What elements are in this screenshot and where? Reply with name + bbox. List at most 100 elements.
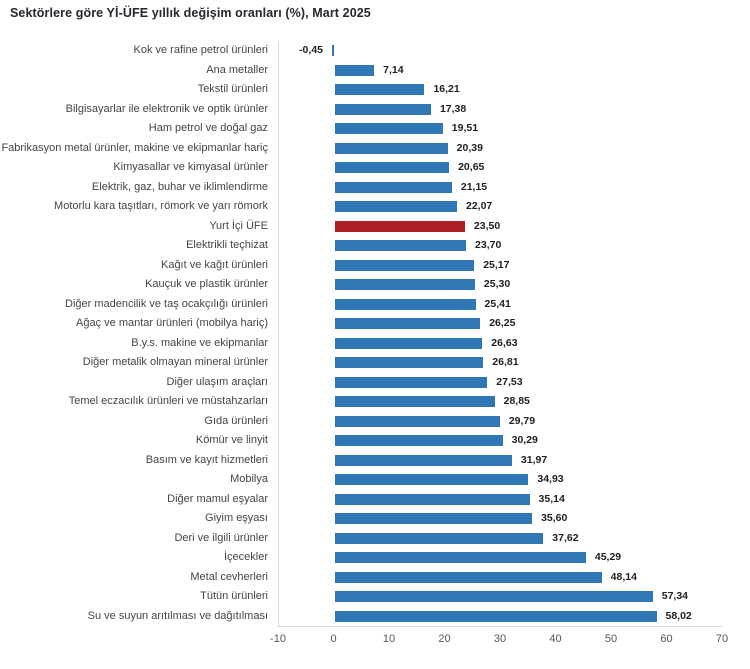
bar (334, 571, 602, 583)
bar (334, 454, 512, 466)
category-label: Motorlu kara taşıtları, römork ve yarı r… (54, 200, 268, 212)
value-label: 19,51 (451, 122, 479, 134)
x-tick-label: 60 (660, 633, 673, 645)
category-label: Kimyasallar ve kimyasal ürünler (113, 161, 268, 173)
value-label: 20,65 (458, 161, 485, 173)
x-tick-label: 20 (438, 633, 451, 645)
category-label: Tütün ürünleri (200, 590, 268, 602)
bar (334, 103, 431, 115)
category-label: Basım ve kayıt hizmetleri (145, 453, 268, 466)
bar (334, 435, 503, 447)
bar (334, 396, 495, 408)
category-label: Su ve suyun arıtılması ve dağıtılması (87, 609, 268, 622)
value-label: 23,50 (473, 219, 501, 232)
value-label: 27,53 (496, 375, 523, 388)
bar (334, 181, 452, 193)
value-label: 45,29 (594, 551, 622, 563)
bar (334, 259, 475, 271)
bar (334, 298, 476, 310)
value-label: 20,39 (456, 141, 483, 154)
category-label: Elektrikli teçhizat (186, 239, 268, 251)
category-label: Tekstil ürünleri (197, 83, 268, 95)
category-label: B.y.s. makine ve ekipmanlar (131, 336, 268, 349)
x-tick-label: -10 (270, 633, 286, 645)
category-label: Diğer mamul eşyalar (167, 492, 268, 505)
bar (334, 357, 484, 369)
x-tick-label: 40 (549, 633, 562, 645)
bar (334, 201, 457, 213)
x-tick-label: 10 (382, 633, 396, 645)
category-label: Deri ve ilgili ürünler (174, 531, 268, 544)
category-label: Mobilya (230, 473, 268, 485)
value-label: 25,17 (483, 258, 510, 271)
value-label: 35,60 (541, 512, 568, 524)
bar (334, 532, 544, 544)
category-label: Kauçuk ve plastik ürünler (145, 278, 268, 290)
category-label: Kok ve rafine petrol ürünleri (133, 44, 268, 56)
bar (334, 279, 475, 291)
x-tick-label: 50 (604, 633, 618, 645)
plot-area: -0,45 7,14 16,21 17,38 19,51 20,39 20,65 21,15 2… (278, 41, 723, 627)
value-label: 25,30 (483, 278, 511, 290)
category-label: Ham petrol ve doğal gaz (148, 122, 268, 134)
value-label: 31,97 (520, 453, 548, 466)
value-label: 30,29 (511, 434, 538, 446)
category-label: Elektrik, gaz, buhar ve iklimlendirme (91, 180, 268, 193)
value-label: 17,38 (439, 102, 467, 115)
category-label: Diğer ulaşım araçları (166, 375, 268, 388)
bar (334, 318, 481, 330)
value-label: 7,14 (383, 63, 404, 76)
value-label: 37,62 (552, 531, 579, 544)
value-label: 23,70 (475, 239, 502, 251)
value-label: 26,25 (489, 317, 516, 329)
value-label: 58,02 (665, 609, 692, 622)
category-label: Fabrikasyon metal ürünler, makine ve eki… (1, 141, 268, 154)
value-label: 48,14 (610, 570, 637, 583)
category-label: Diğer metalik olmayan mineral ürünler (82, 356, 268, 368)
bar (334, 240, 467, 252)
bar (334, 610, 657, 622)
value-label: 21,15 (460, 180, 488, 193)
category-label: İçecekler (223, 551, 268, 563)
category-label: Ana metaller (206, 63, 268, 76)
value-label: 22,07 (465, 200, 493, 212)
value-label: 16,21 (433, 83, 460, 95)
bar (332, 45, 335, 57)
category-label: Giyim eşyası (205, 512, 268, 524)
value-label: 26,81 (492, 356, 519, 368)
value-label: 35,14 (538, 492, 565, 505)
chart-title: Sektörlere göre Yİ-ÜFE yıllık değişim or… (10, 6, 371, 20)
value-label: 26,63 (491, 336, 518, 349)
x-tick-label: 0 (330, 633, 337, 645)
bar (334, 162, 450, 174)
category-label: Metal cevherleri (190, 570, 268, 583)
bar (334, 493, 530, 505)
value-label: 29,79 (508, 414, 536, 427)
highlight-bar (334, 220, 465, 232)
category-label: Ağaç ve mantar ürünleri (mobilya hariç) (76, 317, 268, 329)
bar (334, 337, 483, 349)
bar (334, 513, 533, 525)
bar (334, 84, 425, 96)
value-label: 57,34 (661, 590, 689, 602)
bar (334, 123, 443, 135)
value-label: 34,93 (537, 473, 564, 485)
category-label: Temel eczacılık ürünleri ve müstahzarlar… (68, 395, 268, 407)
bar (334, 552, 586, 564)
category-label: Kağıt ve kağıt ürünleri (160, 258, 268, 271)
category-label: Gıda ürünleri (204, 414, 268, 427)
category-label: Yurt İçi ÜFE (209, 219, 268, 232)
bar (334, 142, 448, 154)
category-label: Kömür ve linyit (195, 434, 268, 446)
bar (334, 591, 653, 603)
category-label: Bilgisayarlar ile elektronik ve optik ür… (65, 102, 268, 115)
x-tick-label: 30 (493, 633, 507, 645)
bar (334, 415, 500, 427)
value-label: 28,85 (503, 395, 530, 407)
value-label: 25,41 (484, 297, 511, 310)
x-tick-label: 70 (715, 633, 729, 645)
bar (334, 64, 375, 76)
bar (334, 376, 488, 388)
bar (334, 474, 529, 486)
